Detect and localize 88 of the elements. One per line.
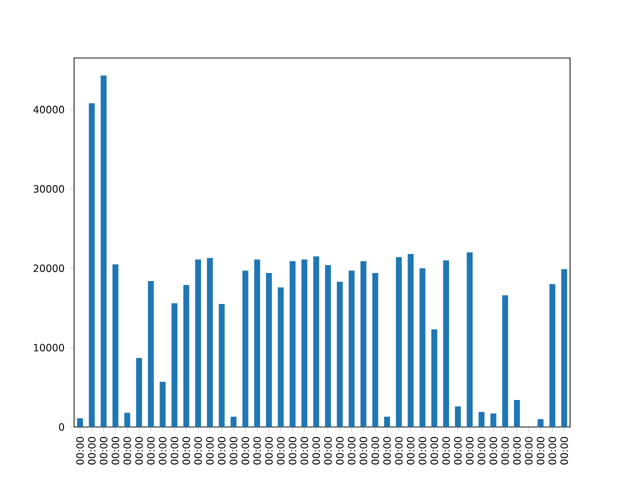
bar xyxy=(266,273,272,427)
bar xyxy=(77,418,83,427)
bar xyxy=(100,75,107,427)
y-tick-label: 30000 xyxy=(34,185,64,193)
x-tick-label: 00:00 xyxy=(76,437,84,465)
bar xyxy=(466,252,473,427)
x-tick-label: 00:00 xyxy=(147,437,155,465)
x-tick-label: 00:00 xyxy=(218,437,226,465)
bar xyxy=(478,412,484,427)
bar xyxy=(384,416,390,427)
bar xyxy=(561,269,568,427)
bar xyxy=(218,304,225,427)
bar xyxy=(230,416,236,427)
bar xyxy=(124,412,130,427)
bar xyxy=(372,273,378,427)
bar xyxy=(278,287,284,427)
x-tick-label: 00:00 xyxy=(360,437,368,465)
y-tick-label: 10000 xyxy=(34,344,64,352)
x-tick-label: 00:00 xyxy=(536,437,544,465)
x-tick-label: 00:00 xyxy=(288,437,296,465)
x-tick-label: 00:00 xyxy=(112,437,120,465)
x-tick-label: 00:00 xyxy=(206,437,214,465)
x-tick-label: 00:00 xyxy=(371,437,380,465)
bar xyxy=(325,265,331,427)
bar xyxy=(396,257,402,427)
x-tick-label: 00:00 xyxy=(182,437,190,465)
bar xyxy=(301,260,308,427)
bar xyxy=(88,103,95,427)
x-tick-label: 00:00 xyxy=(230,437,238,465)
x-tick-label: 00:00 xyxy=(300,437,308,465)
bar xyxy=(431,329,438,427)
y-tick-label: 40000 xyxy=(33,106,64,114)
x-tick-label: 00:00 xyxy=(430,437,438,465)
x-tick-label: 00:00 xyxy=(454,437,462,465)
bar xyxy=(290,261,296,427)
bar xyxy=(254,260,260,427)
bar xyxy=(336,282,343,427)
x-tick-label: 00:00 xyxy=(548,437,556,465)
x-tick-label: 00:00 xyxy=(418,437,426,465)
x-tick-label: 00:00 xyxy=(135,437,143,465)
bar xyxy=(148,280,154,427)
bar xyxy=(348,270,355,427)
bar xyxy=(514,400,520,427)
x-tick-label: 00:00 xyxy=(100,437,108,465)
x-tick-label: 00:00 xyxy=(501,437,509,465)
x-tick-label: 00:00 xyxy=(88,437,96,465)
bar xyxy=(538,419,544,427)
bar xyxy=(420,268,426,427)
x-tick-label: 00:00 xyxy=(395,437,403,465)
bar xyxy=(454,406,461,427)
x-tick-label: 00:00 xyxy=(276,437,285,465)
x-tick-label: 00:00 xyxy=(524,437,533,465)
x-tick-label: 00:00 xyxy=(466,437,474,465)
y-tick-label: 20000 xyxy=(34,264,64,272)
x-tick-label: 00:00 xyxy=(312,437,320,465)
bar xyxy=(313,256,320,427)
x-tick-label: 00:00 xyxy=(442,437,450,465)
bar xyxy=(490,414,496,427)
bar xyxy=(443,260,450,427)
x-tick-label: 00:00 xyxy=(158,437,166,465)
x-tick-label: 00:00 xyxy=(348,437,356,465)
y-tick-label: 0 xyxy=(59,423,64,431)
bar xyxy=(172,303,178,427)
x-tick-label: 00:00 xyxy=(242,437,250,465)
x-tick-label: 00:00 xyxy=(513,437,521,465)
x-tick-label: 00:00 xyxy=(265,437,273,465)
bar xyxy=(160,382,166,427)
x-tick-label: 00:00 xyxy=(490,437,498,465)
bar xyxy=(408,254,414,427)
bar xyxy=(195,260,202,427)
x-tick-label: 00:00 xyxy=(324,437,332,465)
x-tick-label: 00:00 xyxy=(253,437,261,465)
x-tick-label: 00:00 xyxy=(170,437,178,465)
x-tick-label: 00:00 xyxy=(406,437,414,465)
bar xyxy=(549,284,556,427)
x-tick-label: 00:00 xyxy=(194,437,202,465)
x-tick-label: 00:00 xyxy=(478,437,486,465)
bar xyxy=(242,270,248,427)
bar xyxy=(183,284,190,427)
x-tick-label: 00:00 xyxy=(123,437,132,465)
bar xyxy=(360,261,366,427)
x-tick-label: 00:00 xyxy=(560,437,568,465)
x-tick-label: 00:00 xyxy=(336,437,344,465)
bar xyxy=(112,264,118,427)
bar xyxy=(502,295,508,427)
bar xyxy=(136,358,142,427)
x-tick-label: 00:00 xyxy=(383,437,391,465)
bar xyxy=(206,258,213,427)
